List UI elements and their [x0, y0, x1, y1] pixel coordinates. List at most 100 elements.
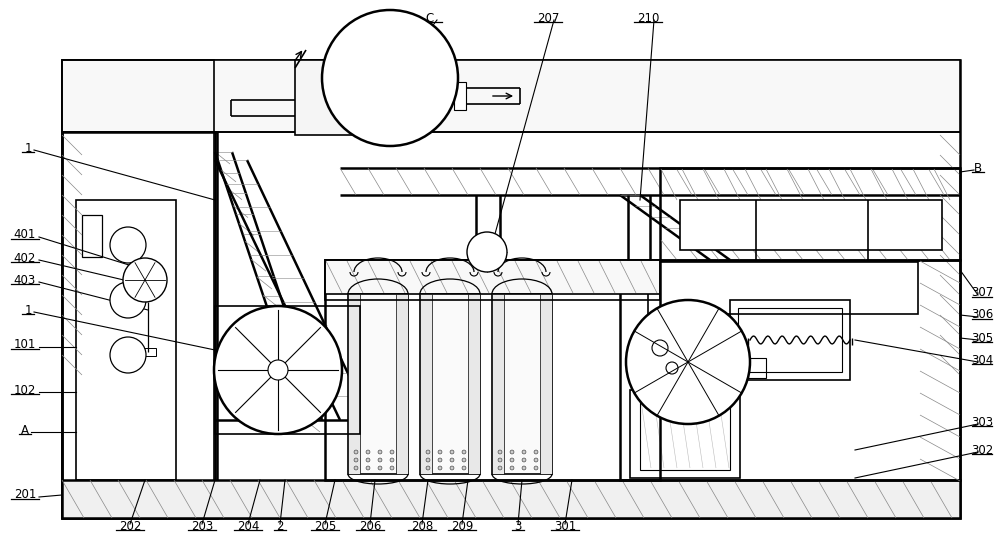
Circle shape	[426, 450, 430, 454]
Circle shape	[522, 458, 526, 462]
Bar	[420, 294, 432, 474]
Bar	[468, 294, 480, 474]
Bar	[325, 260, 660, 480]
Bar	[748, 358, 766, 378]
Circle shape	[652, 340, 668, 356]
Circle shape	[110, 227, 146, 263]
Text: 1: 1	[24, 142, 32, 154]
Circle shape	[534, 450, 538, 454]
Circle shape	[498, 466, 502, 470]
Circle shape	[268, 360, 288, 380]
Text: B: B	[974, 161, 982, 175]
Circle shape	[110, 282, 146, 318]
Bar	[492, 294, 552, 474]
Bar	[325, 260, 660, 294]
Circle shape	[123, 258, 167, 302]
Bar	[630, 390, 740, 478]
Bar	[454, 82, 466, 110]
Circle shape	[450, 450, 454, 454]
Text: 203: 203	[191, 519, 213, 532]
Circle shape	[626, 300, 750, 424]
Text: 3: 3	[514, 519, 522, 532]
Circle shape	[354, 466, 358, 470]
Circle shape	[426, 458, 430, 462]
Bar	[396, 294, 408, 474]
Bar	[482, 244, 492, 254]
Circle shape	[534, 466, 538, 470]
Bar	[492, 294, 504, 474]
Bar	[62, 60, 214, 518]
Circle shape	[510, 450, 514, 454]
Circle shape	[378, 450, 382, 454]
Text: 305: 305	[971, 331, 993, 345]
Text: 1: 1	[24, 303, 32, 316]
Text: 401: 401	[14, 228, 36, 242]
Circle shape	[450, 466, 454, 470]
Circle shape	[378, 458, 382, 462]
Circle shape	[438, 466, 442, 470]
Circle shape	[390, 450, 394, 454]
Circle shape	[354, 450, 358, 454]
Circle shape	[366, 450, 370, 454]
Circle shape	[426, 466, 430, 470]
Circle shape	[110, 337, 146, 373]
Bar	[620, 260, 960, 480]
Bar	[82, 215, 102, 257]
Bar	[356, 48, 404, 108]
Bar	[62, 132, 217, 518]
Circle shape	[214, 306, 342, 434]
Bar	[76, 200, 176, 480]
Circle shape	[498, 450, 502, 454]
Text: 301: 301	[554, 519, 576, 532]
Circle shape	[462, 458, 466, 462]
Text: 403: 403	[14, 273, 36, 287]
Circle shape	[498, 458, 502, 462]
Bar	[730, 300, 850, 380]
Circle shape	[462, 450, 466, 454]
Text: 201: 201	[14, 488, 36, 502]
Text: 208: 208	[411, 519, 433, 532]
Circle shape	[534, 458, 538, 462]
Text: 209: 209	[451, 519, 473, 532]
Bar	[738, 308, 842, 372]
Text: 307: 307	[971, 287, 993, 300]
Circle shape	[467, 232, 507, 272]
Circle shape	[390, 466, 394, 470]
Circle shape	[378, 466, 382, 470]
Bar	[348, 294, 408, 474]
Text: 207: 207	[537, 11, 559, 25]
Text: 204: 204	[237, 519, 259, 532]
Bar	[348, 294, 360, 474]
Text: C: C	[426, 11, 434, 25]
Circle shape	[322, 10, 458, 146]
Bar	[62, 480, 960, 518]
Bar	[62, 60, 960, 132]
Bar	[295, 60, 367, 135]
Circle shape	[450, 458, 454, 462]
Text: 2: 2	[276, 519, 284, 532]
Circle shape	[438, 450, 442, 454]
Circle shape	[462, 466, 466, 470]
Text: 205: 205	[314, 519, 336, 532]
Bar	[372, 52, 390, 104]
Text: 303: 303	[971, 415, 993, 428]
Text: A: A	[21, 423, 29, 436]
Circle shape	[354, 458, 358, 462]
Circle shape	[390, 458, 394, 462]
Bar	[215, 306, 360, 434]
Text: 402: 402	[14, 251, 36, 264]
Circle shape	[510, 458, 514, 462]
Text: 101: 101	[14, 339, 36, 352]
Circle shape	[522, 466, 526, 470]
Text: 102: 102	[14, 383, 36, 397]
Text: 302: 302	[971, 443, 993, 457]
Text: 202: 202	[119, 519, 141, 532]
Circle shape	[510, 466, 514, 470]
Circle shape	[366, 466, 370, 470]
Circle shape	[522, 450, 526, 454]
Bar	[680, 200, 942, 250]
Bar	[420, 294, 480, 474]
Circle shape	[666, 362, 678, 374]
Text: 210: 210	[637, 11, 659, 25]
Text: 306: 306	[971, 309, 993, 322]
